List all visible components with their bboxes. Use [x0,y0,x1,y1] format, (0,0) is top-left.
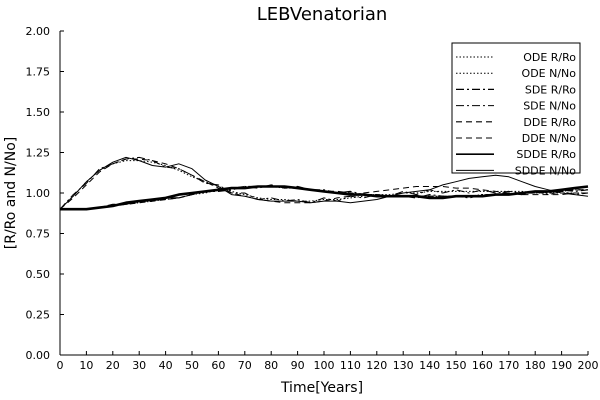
y-tick-label: 1.25 [26,147,51,160]
x-tick-label: 70 [238,359,252,372]
legend-label-dde-n-no: DDE N/No [522,132,577,145]
legend-box [451,42,581,174]
legend-items: ODE R/Ro ODE N/No SDE R/Ro SDE N/No DDE R/Ro… [456,51,576,177]
y-ticks: 0.00 0.25 0.50 0.75 1.00 1.25 1.50 1.75 2.00 [26,25,64,362]
series-lines [59,156,589,211]
y-tick-label: 0.75 [26,228,51,241]
x-tick-label: 180 [525,359,546,372]
series-line-sde-n-no [59,156,589,210]
x-tick-label: 200 [578,359,599,372]
x-tick-label: 0 [57,359,64,372]
x-axis-label: Time[Years] [280,380,363,396]
x-tick-label: 150 [446,359,467,372]
series-line-ode-n-no [59,160,588,210]
y-tick-label: 1.75 [26,66,51,79]
y-tick-label: 0.25 [26,309,51,322]
x-tick-label: 100 [314,359,335,372]
chart-title: LEBVenatorian [257,4,388,25]
legend-label-sde-r-ro: SDE R/Ro [525,83,576,96]
legend-label-ode-n-no: ODE N/No [522,67,577,80]
x-tick-label: 160 [472,359,493,372]
series-line-sdde-n-no [59,156,589,210]
y-tick-label: 0.00 [26,349,51,362]
x-tick-label: 30 [132,359,146,372]
x-tick-label: 40 [159,359,173,372]
legend-label-ode-r-ro: ODE R/Ro [523,51,576,64]
x-tick-label: 170 [498,359,519,372]
x-tick-label: 120 [366,359,387,372]
y-tick-label: 2.00 [26,25,51,38]
y-tick-label: 1.00 [26,187,51,200]
legend-label-dde-r-ro: DDE R/Ro [523,116,576,129]
x-tick-label: 60 [211,359,225,372]
x-tick-label: 130 [393,359,414,372]
x-tick-label: 190 [551,359,572,372]
x-tick-label: 140 [419,359,440,372]
legend: ODE R/Ro ODE N/No SDE R/Ro SDE N/No DDE R/Ro… [451,42,581,177]
series-line-sdde-r-ro [60,185,589,211]
x-tick-label: 10 [79,359,93,372]
x-tick-label: 110 [340,359,361,372]
x-ticks: 0 10 20 30 40 50 60 70 80 90 100 110 120 130 140 150 160… [57,351,599,372]
y-axis-label: [R/Ro and N/No] [3,137,19,250]
x-tick-label: 20 [106,359,120,372]
x-tick-label: 90 [291,359,305,372]
legend-label-sdde-r-ro: SDDE R/Ro [516,148,576,161]
series-line-sde-r-ro [60,184,589,210]
x-tick-label: 80 [264,359,278,372]
y-tick-label: 0.50 [26,268,51,281]
legend-label-sde-n-no: SDE N/No [523,100,576,113]
x-tick-label: 50 [185,359,199,372]
legend-label-sdde-n-no: SDDE N/No [515,164,577,177]
y-tick-label: 1.50 [26,106,51,119]
